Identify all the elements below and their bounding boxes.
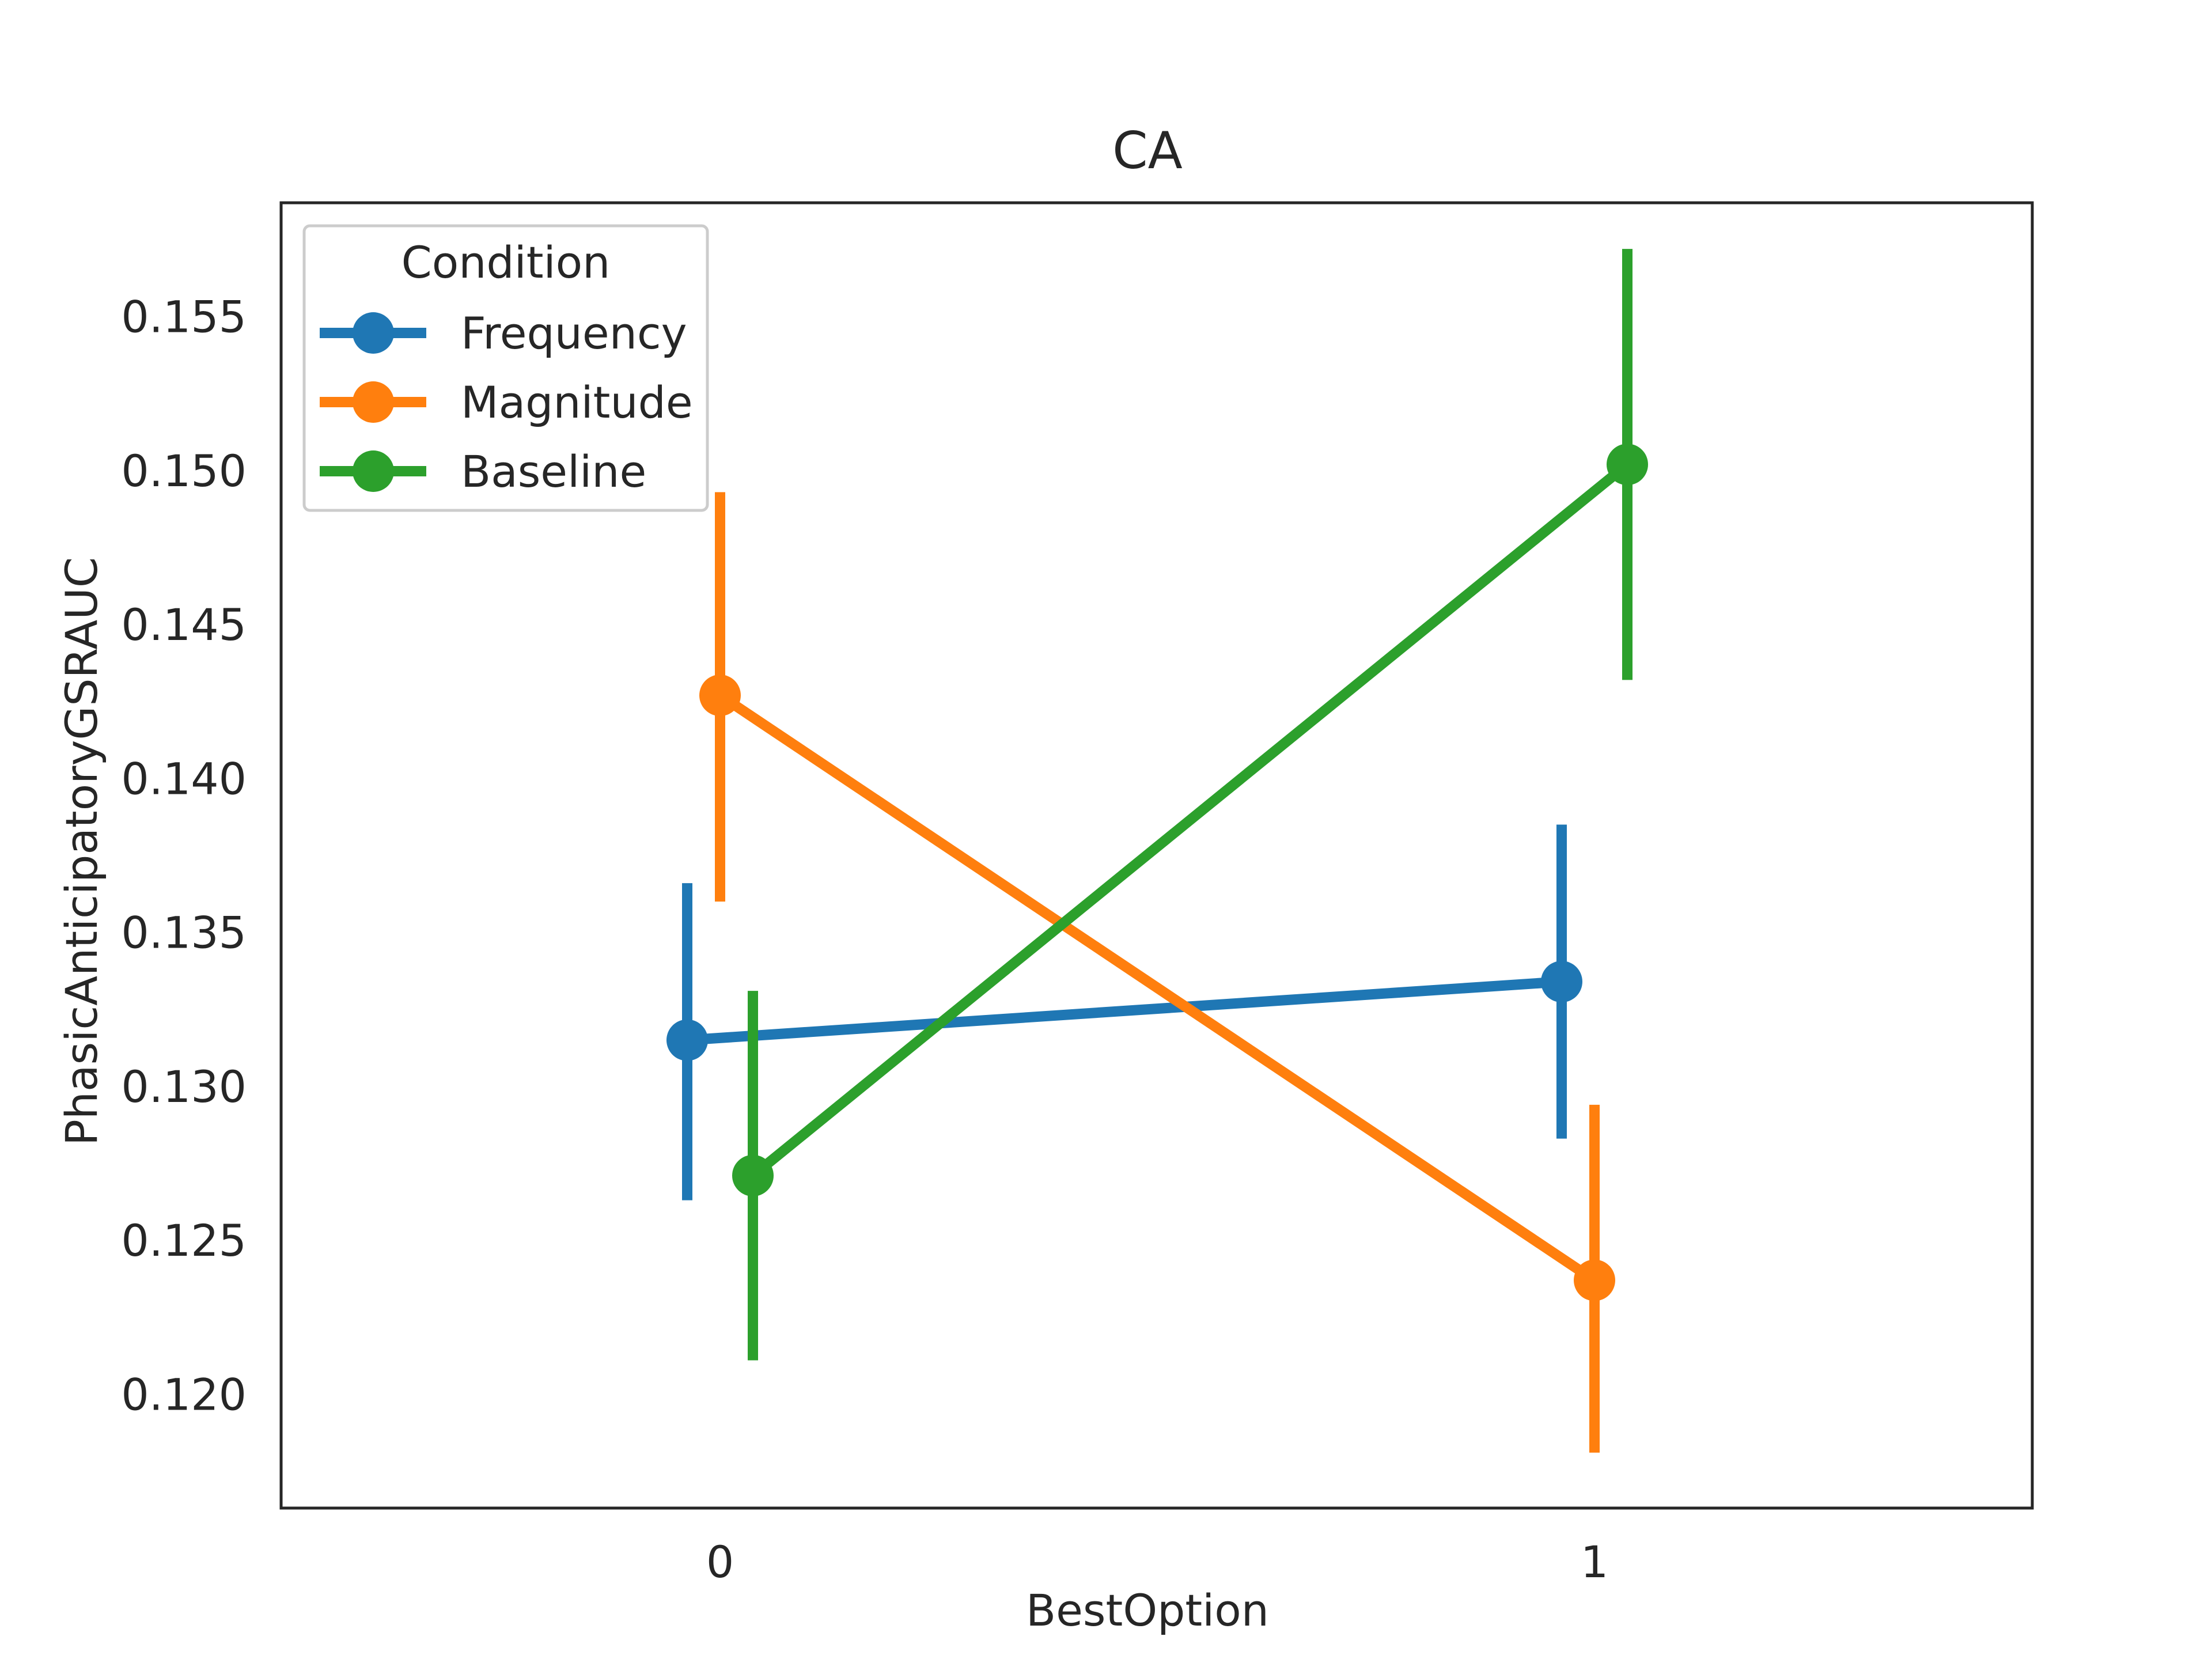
y-tick-label: 0.135 — [121, 907, 247, 959]
series-magnitude — [699, 492, 1615, 1453]
y-tick-label: 0.155 — [121, 291, 247, 343]
series-line — [687, 976, 1562, 1046]
data-point — [1574, 1259, 1615, 1301]
legend-marker — [353, 381, 394, 423]
x-tick-label: 1 — [1581, 1536, 1608, 1588]
y-tick-label: 0.125 — [121, 1215, 247, 1266]
legend-item: Baseline — [320, 446, 646, 497]
legend-marker — [353, 312, 394, 354]
legend-label: Baseline — [461, 446, 646, 497]
series-line — [717, 691, 1598, 1285]
plot-frame — [279, 201, 2034, 1510]
legend-label: Frequency — [461, 308, 687, 359]
x-tick-label: 0 — [706, 1536, 734, 1588]
y-tick-label: 0.145 — [121, 599, 247, 650]
y-tick-label: 0.140 — [121, 753, 247, 804]
legend-box — [302, 224, 709, 512]
chart-title: CA — [1112, 121, 1183, 180]
plot-area — [279, 201, 2034, 1510]
series-baseline — [732, 249, 1648, 1361]
data-point — [699, 675, 741, 717]
x-axis-label: BestOption — [1026, 1585, 1269, 1636]
legend: Condition Frequency Magnitude Baseline — [302, 224, 709, 512]
legend-marker — [353, 450, 394, 492]
legend-item: Magnitude — [320, 377, 693, 428]
y-tick-label: 0.150 — [121, 445, 247, 497]
legend-title: Condition — [402, 237, 611, 288]
series-line — [749, 460, 1631, 1180]
data-point — [666, 1019, 708, 1061]
y-tick-label: 0.120 — [121, 1369, 247, 1420]
data-point — [732, 1154, 774, 1196]
y-tick-label: 0.130 — [121, 1061, 247, 1112]
legend-label: Magnitude — [461, 377, 693, 428]
y-axis-label: PhasicAnticipatoryGSRAUC — [56, 557, 107, 1146]
data-point — [1541, 961, 1582, 1003]
data-point — [1607, 444, 1648, 486]
series-frequency — [666, 824, 1582, 1200]
legend-items: Frequency Magnitude Baseline — [320, 308, 693, 497]
legend-item: Frequency — [320, 308, 687, 359]
y-axis-ticks: 0.120 0.125 0.130 0.135 0.140 0.145 0.150 0.155 — [121, 291, 247, 1421]
